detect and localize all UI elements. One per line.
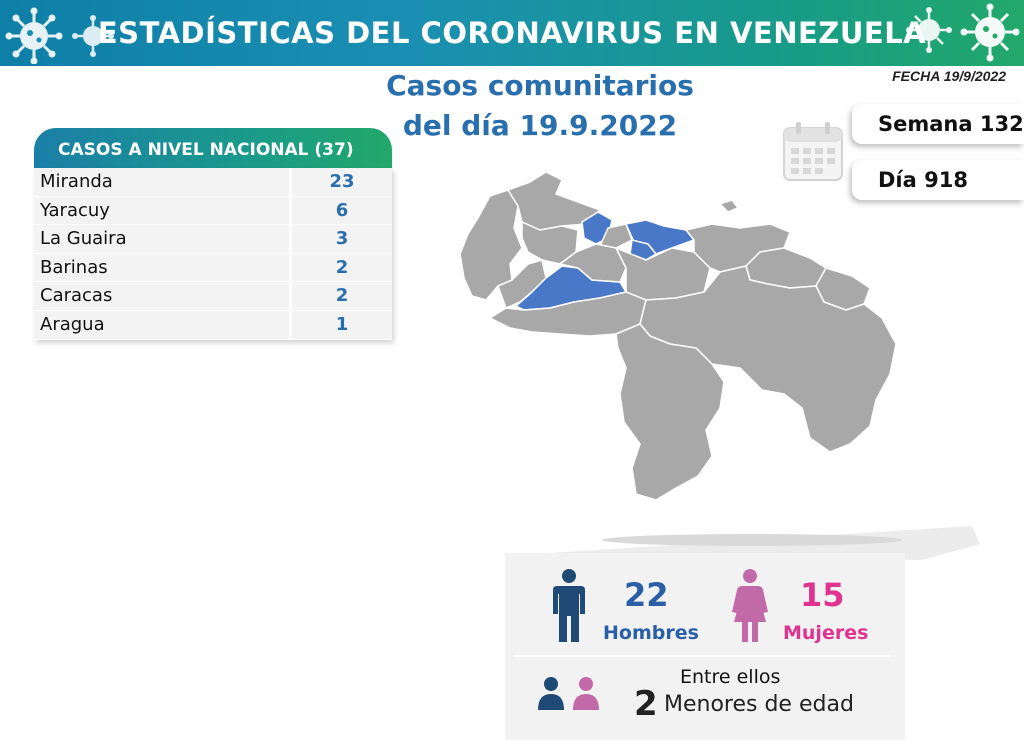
- state-name: Caracas: [34, 282, 292, 310]
- minors-count: 2: [634, 684, 658, 724]
- table-row: Caracas 2: [34, 282, 392, 311]
- header-banner: ESTADÍSTICAS DEL CORONAVIRUS EN VENEZUEL…: [0, 0, 1024, 66]
- day-box: Día 918: [852, 160, 1024, 200]
- map-state: [615, 323, 725, 501]
- minors-label: Menores de edad: [664, 692, 854, 717]
- among-them-label: Entre ellos: [680, 666, 781, 688]
- table-row: Aragua 1: [34, 310, 392, 340]
- virus-icon: [72, 15, 114, 57]
- male-label: Hombres: [603, 622, 699, 644]
- female-label: Mujeres: [783, 622, 869, 644]
- week-box: Semana 132: [852, 104, 1024, 144]
- map-state: [599, 223, 633, 249]
- gender-panel: [505, 553, 905, 740]
- table-row: Yaracuy 6: [34, 196, 392, 226]
- virus-icon: [906, 7, 952, 53]
- female-person-icon: [732, 569, 768, 642]
- venezuela-map: [459, 171, 897, 501]
- state-cases: 2: [335, 285, 349, 307]
- table-row: La Guaira 3: [34, 225, 392, 254]
- state-cases: 23: [329, 171, 355, 192]
- male-person-icon: [553, 569, 585, 642]
- table-row: Barinas 2: [34, 253, 392, 283]
- child-female-icon: [573, 677, 599, 710]
- map-state: [719, 199, 739, 213]
- state-cases: 3: [335, 228, 349, 250]
- table-body: Miranda 23 Yaracuy 6 La Guaira 3 Barinas…: [34, 168, 392, 340]
- virus-icon: [960, 3, 1020, 62]
- banner-title: ESTADÍSTICAS DEL CORONAVIRUS EN VENEZUEL…: [97, 16, 927, 50]
- title-line-2: del día 19.9.2022: [402, 109, 678, 142]
- state-name: Miranda: [34, 168, 292, 196]
- female-count: 15: [800, 576, 845, 614]
- state-name: Barinas: [34, 253, 292, 282]
- male-count: 22: [624, 576, 669, 614]
- virus-icon: [5, 7, 63, 64]
- state-name: Yaracuy: [34, 196, 292, 225]
- page-title: Casos comunitarios del día 19.9.2022: [370, 66, 710, 146]
- state-cases: 1: [335, 313, 349, 335]
- national-cases-table: CASOS A NIVEL NACIONAL (37) Miranda 23 Y…: [34, 128, 392, 340]
- state-cases: 2: [335, 256, 349, 278]
- state-name: La Guaira: [34, 225, 292, 253]
- table-row: Miranda 23: [34, 168, 392, 197]
- state-name: Aragua: [34, 310, 292, 339]
- state-cases: 6: [335, 199, 349, 221]
- date-label: FECHA 19/9/2022: [892, 68, 1006, 84]
- title-line-1: Casos comunitarios: [386, 69, 694, 102]
- child-male-icon: [538, 677, 564, 710]
- panel-divider: [515, 655, 891, 657]
- panel-shadow: [502, 526, 980, 560]
- calendar-icon: [783, 122, 843, 181]
- table-header: CASOS A NIVEL NACIONAL (37): [34, 128, 392, 168]
- map-state: [615, 247, 711, 301]
